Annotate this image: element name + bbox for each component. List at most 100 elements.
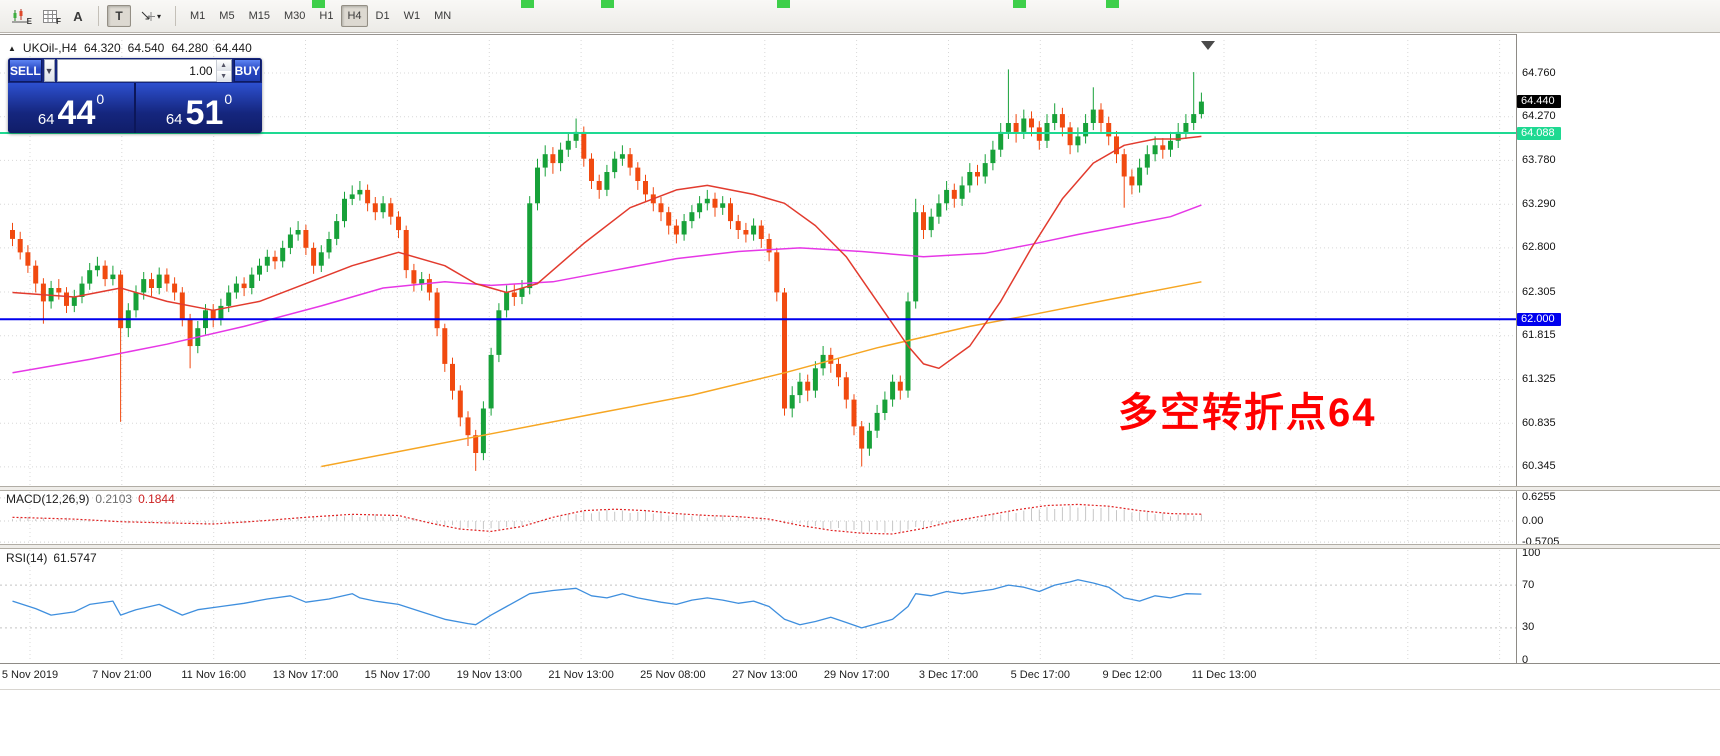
- price-tick: 61.815: [1522, 329, 1556, 342]
- price-tag: 64.440: [1517, 95, 1561, 109]
- buy-price-point: 0: [224, 91, 233, 107]
- timeframe-M5[interactable]: M5: [219, 10, 235, 22]
- price-tag: 62.000: [1517, 312, 1561, 326]
- window-marker: [601, 0, 614, 8]
- sell-button[interactable]: SELL: [9, 59, 42, 82]
- timeframe-M1[interactable]: M1: [190, 10, 206, 22]
- time-label: 11 Dec 13:00: [1191, 669, 1257, 681]
- new-order-icon[interactable]: E: [6, 5, 34, 27]
- timeframe-W1[interactable]: W1: [403, 10, 421, 22]
- ohlc-high: 64.540: [127, 41, 165, 55]
- volume-input[interactable]: [57, 60, 216, 81]
- volume-spinner: ▲ ▼: [215, 60, 231, 82]
- text-box-tool[interactable]: T: [107, 5, 131, 27]
- timeframe-D1[interactable]: D1: [375, 10, 390, 22]
- macd-main-value: 0.2103: [95, 492, 133, 506]
- timeframe-MN[interactable]: MN: [434, 10, 452, 22]
- ohlc-close: 64.440: [215, 41, 252, 55]
- time-label: 3 Dec 17:00: [918, 669, 979, 681]
- sell-price-display[interactable]: 64 44 0: [8, 83, 134, 133]
- macd-name: MACD(12,26,9): [6, 492, 90, 506]
- time-label: 15 Nov 17:00: [364, 669, 431, 681]
- price-tick: 64.760: [1522, 66, 1556, 79]
- pane-splitter[interactable]: [0, 544, 1720, 549]
- ohlc-low: 64.280: [171, 41, 209, 55]
- tool-badge: F: [56, 17, 61, 26]
- macd-label: MACD(12,26,9) 0.2103 0.1844: [6, 492, 175, 506]
- time-axis[interactable]: 5 Nov 2019 7 Nov 21:00 11 Nov 16:00 13 Nov …: [0, 663, 1720, 690]
- price-tick: 62.305: [1522, 285, 1556, 298]
- scale-separator: [1516, 34, 1517, 663]
- candle-chart-icon: [12, 9, 27, 23]
- rsi-value: 61.5747: [53, 551, 97, 565]
- volume-field-wrap: ▲ ▼: [56, 59, 232, 82]
- time-label: 7 Nov 21:00: [92, 669, 152, 681]
- chart-annotation-text: 多空转折点64: [1118, 391, 1377, 435]
- time-label: 21 Nov 13:00: [548, 669, 614, 681]
- chart-header: ▲ UKOil-,H4 64.320 64.540 64.280 64.440: [8, 41, 252, 55]
- price-tick: 60.345: [1522, 460, 1556, 473]
- timeframe-M30[interactable]: M30: [283, 10, 306, 22]
- timeframe-H4[interactable]: H4: [341, 5, 368, 27]
- profiles-icon[interactable]: F: [37, 5, 63, 27]
- sell-price-pips: 44: [57, 94, 96, 133]
- price-tick: 64.270: [1522, 110, 1556, 123]
- time-label: 9 Dec 12:00: [1102, 669, 1162, 681]
- rsi-name: RSI(14): [6, 551, 48, 565]
- ohlc-open: 64.320: [83, 41, 121, 55]
- buy-button[interactable]: BUY: [233, 59, 261, 82]
- pane-splitter[interactable]: [0, 486, 1720, 491]
- time-label: 11 Nov 16:00: [181, 669, 246, 681]
- time-label: 25 Nov 08:00: [640, 669, 706, 681]
- chart-shift-marker[interactable]: [1201, 41, 1215, 50]
- buy-price-pips: 51: [185, 94, 224, 133]
- letter-t-icon: T: [115, 9, 123, 23]
- price-scale[interactable]: 64.760 64.270 63.780 63.290 62.800 62.305 61.8…: [1516, 34, 1720, 666]
- toolbar-separator: [98, 6, 99, 26]
- window-marker: [1013, 0, 1026, 8]
- macd-scale-tick: 0.6255: [1522, 491, 1556, 504]
- rsi-scale-tick: 30: [1522, 621, 1535, 634]
- window-marker: [312, 0, 325, 8]
- trade-prices-row: 64 44 0 64 51 0: [8, 83, 262, 133]
- rsi-label: RSI(14) 61.5747: [6, 551, 97, 565]
- timeframe-H1[interactable]: H1: [319, 10, 334, 22]
- price-divider: [134, 83, 136, 133]
- sell-price-whole: 64: [37, 110, 55, 128]
- crosshair-tool[interactable]: ▾: [134, 5, 167, 27]
- price-tick: 61.325: [1522, 373, 1556, 385]
- price-tag: 64.088: [1517, 126, 1561, 140]
- volume-decrease-button[interactable]: ▼: [216, 71, 231, 82]
- toolbar: E F A T ▾ M1 M5 M15 M30 H1 H4 D1 W1 MN: [0, 0, 1720, 33]
- window-marker: [521, 0, 534, 8]
- sell-price-point: 0: [96, 91, 105, 107]
- chart-window: [0, 34, 1720, 691]
- window-marker: [777, 0, 790, 8]
- collapse-triangle-icon[interactable]: ▲: [8, 43, 16, 53]
- rsi-scale-tick: 100: [1522, 546, 1541, 559]
- rsi-scale-tick: 0: [1522, 653, 1529, 666]
- time-label: 27 Nov 13:00: [732, 669, 798, 681]
- toolbar-separator: [175, 6, 177, 26]
- volume-increase-button[interactable]: ▲: [216, 60, 231, 71]
- volume-dropdown[interactable]: ▼: [43, 59, 55, 82]
- macd-signal-value: 0.1844: [138, 492, 175, 506]
- crosshair-icon: [141, 11, 155, 21]
- window-marker: [1106, 0, 1119, 8]
- tool-badge: E: [26, 17, 32, 26]
- chart-canvas: [0, 40, 1516, 661]
- buy-price-whole: 64: [165, 110, 183, 128]
- time-label: 29 Nov 17:00: [823, 669, 890, 681]
- chevron-down-icon: ▾: [157, 11, 162, 21]
- price-tick: 62.800: [1522, 241, 1556, 254]
- time-label: 13 Nov 17:00: [272, 669, 339, 681]
- trade-controls-row: SELL ▼ ▲ ▼ BUY: [8, 58, 262, 83]
- timeframe-M15[interactable]: M15: [248, 10, 270, 22]
- text-label-tool[interactable]: A: [66, 5, 90, 27]
- buy-price-display[interactable]: 64 51 0: [136, 83, 262, 133]
- time-label: 5 Nov 2019: [1, 669, 59, 681]
- time-label: 19 Nov 13:00: [456, 669, 523, 681]
- symbol-period-label: UKOil-,H4: [22, 41, 77, 55]
- macd-scale-tick: 0.00: [1522, 514, 1544, 527]
